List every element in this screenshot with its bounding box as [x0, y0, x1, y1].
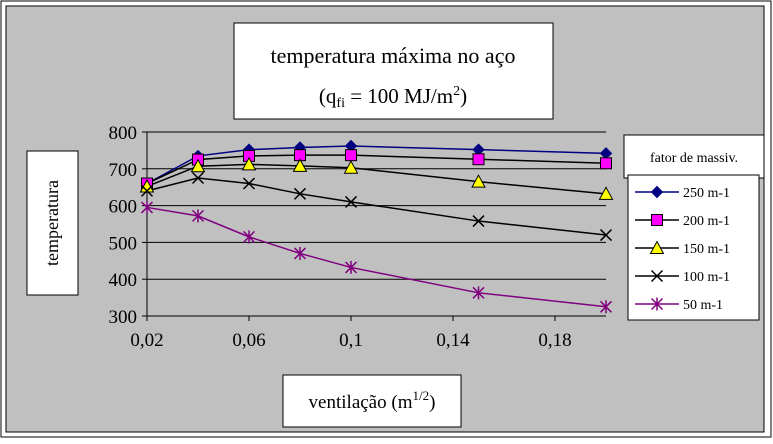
legend-marker [650, 185, 664, 199]
data-point [140, 184, 154, 197]
chart-title-line2: (qfi = 100 MJ/m2) [319, 84, 467, 111]
chart-title-line1: temperatura máxima no aço [271, 43, 516, 68]
title-line2-sub: fi [336, 96, 345, 111]
xlabel-post: ) [429, 392, 435, 413]
data-point [599, 229, 613, 242]
legend-label: 50 m-1 [683, 298, 723, 313]
data-point [191, 209, 205, 223]
series-layer [139, 139, 614, 314]
title-line2-pre: (q [319, 84, 337, 108]
legend-marker [650, 297, 664, 311]
x-tick-label: 0,14 [436, 330, 470, 351]
data-point [472, 153, 485, 166]
data-point [343, 160, 359, 174]
legend-marker [650, 269, 664, 283]
xlabel-sup: 1/2 [412, 388, 429, 403]
y-tick-label: 600 [109, 197, 138, 218]
data-point [344, 260, 358, 274]
data-point [600, 157, 612, 170]
data-point [293, 187, 307, 200]
x-tick-label: 0,1 [339, 330, 363, 351]
y-tick-label: 500 [109, 233, 138, 254]
x-tick-label: 0,18 [538, 330, 571, 351]
data-point [293, 246, 307, 260]
legend-label: 200 m-1 [683, 214, 730, 229]
data-point [140, 200, 154, 214]
data-point [242, 230, 256, 244]
legend-label: 250 m-1 [683, 186, 730, 201]
data-point [292, 158, 308, 172]
legend: 250 m-1 200 m-1 150 m-1 100 m-1 50 m-1 [635, 185, 730, 313]
title-box [233, 22, 554, 120]
data-point [472, 215, 485, 228]
axis-layer: 300 400 500 600 700 800 0,02 0,06 0,1 0,14 0,18 [109, 123, 606, 351]
title-line2-post: ) [460, 84, 467, 108]
data-point [190, 158, 206, 173]
y-tick-label: 300 [109, 307, 138, 328]
legend-title-box [623, 134, 765, 179]
data-point [191, 171, 205, 185]
legend-label: 100 m-1 [683, 270, 730, 285]
legend-marker [651, 214, 663, 226]
data-point [139, 178, 155, 193]
xlabel-pre: ventilação (m [309, 392, 413, 413]
x-tick-label: 0,06 [232, 330, 265, 351]
data-point [345, 149, 357, 162]
legend-label: 150 m-1 [683, 242, 730, 257]
x-axis-title: ventilação (m1/2) [309, 388, 436, 413]
ylabel-box [26, 150, 79, 296]
data-point [242, 177, 256, 190]
data-point [241, 156, 257, 171]
y-axis-title: temperatura [42, 180, 62, 266]
y-tick-label: 400 [109, 270, 138, 291]
y-tick-label: 700 [109, 160, 138, 181]
data-point [599, 300, 613, 314]
x-tick-label: 0,02 [130, 330, 163, 351]
data-point [598, 186, 614, 200]
title-line2-mid: = 100 MJ/m [345, 84, 453, 108]
legend-title: fator de massiv. [650, 151, 738, 166]
data-point [471, 174, 486, 188]
data-point [344, 195, 358, 208]
title-line2-sup: 2 [453, 84, 460, 99]
y-tick-label: 800 [109, 123, 138, 144]
legend-marker [649, 240, 665, 254]
xlabel-box [282, 374, 462, 428]
data-point [472, 286, 485, 300]
